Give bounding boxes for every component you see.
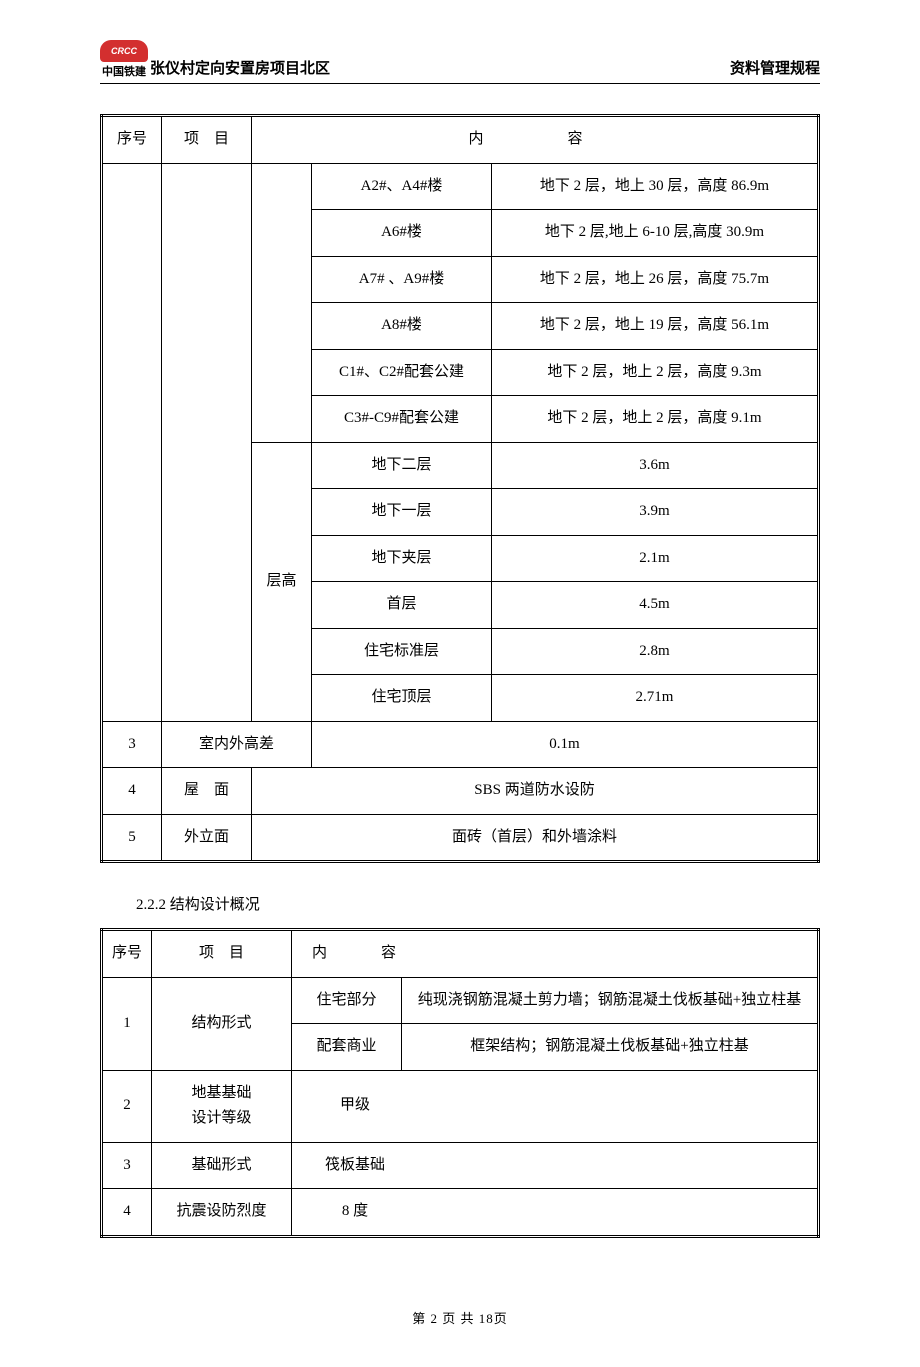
section-heading: 2.2.2 结构设计概况 (136, 893, 820, 914)
table-row: 3 基础形式 筏板基础 (102, 1142, 819, 1189)
cell-building-name: A2#、A4#楼 (312, 163, 492, 210)
cell-floor-label: 层高 (252, 442, 312, 721)
table-row: A2#、A4#楼 地下 2 层，地上 30 层，高度 86.9m (102, 163, 819, 210)
cell-no: 1 (102, 977, 152, 1070)
header-left: CRCC 中国铁建 张仪村定向安置房项目北区 (100, 40, 330, 79)
cell-item: 基础形式 (152, 1142, 292, 1189)
cell-item-line1: 地基基础 (191, 1085, 251, 1101)
cell-empty-item (162, 163, 252, 721)
cell-no: 3 (102, 1142, 152, 1189)
cell-sub-val: 框架结构；钢筋混凝土伐板基础+独立柱基 (402, 1024, 819, 1071)
table-row: 4 屋 面 SBS 两道防水设防 (102, 768, 819, 815)
cell-item: 室内外高差 (162, 721, 312, 768)
table-row: 1 结构形式 住宅部分 纯现浇钢筋混凝土剪力墙；钢筋混凝土伐板基础+独立柱基 (102, 977, 819, 1024)
table-row: 3 室内外高差 0.1m (102, 721, 819, 768)
cell-val: 面砖（首层）和外墙涂料 (252, 814, 819, 862)
cell-no: 4 (102, 768, 162, 815)
cell-building-desc: 地下 2 层，地上 2 层，高度 9.1m (492, 396, 819, 443)
table-header-row: 序号 项 目 内 容 (102, 930, 819, 978)
cell-floor-name: 地下一层 (312, 489, 492, 536)
cell-floor-name: 首层 (312, 582, 492, 629)
page-footer: 第 2 页 共 18页 (100, 1308, 820, 1327)
cell-building-name: C1#、C2#配套公建 (312, 349, 492, 396)
cell-val: 甲级 (300, 1093, 410, 1119)
cell-no: 5 (102, 814, 162, 862)
cell-floor-val: 3.9m (492, 489, 819, 536)
cell-val: SBS 两道防水设防 (252, 768, 819, 815)
cell-floor-val: 3.6m (492, 442, 819, 489)
cell-floor-val: 2.8m (492, 628, 819, 675)
crcc-logo-icon: CRCC (100, 40, 148, 62)
cell-sub-label: 住宅部分 (292, 977, 402, 1024)
cell-val: 筏板基础 (300, 1153, 410, 1179)
table-architecture: 序号 项 目 内 容 A2#、A4#楼 地下 2 层，地上 30 层，高度 86… (100, 114, 820, 863)
cell-no: 3 (102, 721, 162, 768)
table-header-row: 序号 项 目 内 容 (102, 116, 819, 164)
cell-item: 地基基础 设计等级 (152, 1070, 292, 1142)
cell-floor-name: 地下夹层 (312, 535, 492, 582)
th-item: 项 目 (162, 116, 252, 164)
cell-empty-group (252, 163, 312, 442)
cell-floor-val: 2.1m (492, 535, 819, 582)
th-content: 内 容 (292, 930, 819, 978)
cell-floor-val: 4.5m (492, 582, 819, 629)
cell-building-name: A7# 、A9#楼 (312, 256, 492, 303)
cell-floor-val: 2.71m (492, 675, 819, 722)
cell-floor-name: 住宅标准层 (312, 628, 492, 675)
cell-building-name: C3#-C9#配套公建 (312, 396, 492, 443)
cell-item: 屋 面 (162, 768, 252, 815)
cell-building-desc: 地下 2 层，地上 26 层，高度 75.7m (492, 256, 819, 303)
document-page: CRCC 中国铁建 张仪村定向安置房项目北区 资料管理规程 序号 项 目 内 容… (0, 40, 920, 1327)
cell-building-desc: 地下 2 层，地上 30 层，高度 86.9m (492, 163, 819, 210)
cell-building-desc: 地下 2 层，地上 2 层，高度 9.3m (492, 349, 819, 396)
page-header: CRCC 中国铁建 张仪村定向安置房项目北区 资料管理规程 (100, 40, 820, 84)
table-row: 4 抗震设防烈度 8 度 (102, 1189, 819, 1237)
th-content: 内 容 (252, 116, 819, 164)
th-item: 项 目 (152, 930, 292, 978)
cell-val: 0.1m (312, 721, 819, 768)
th-no: 序号 (102, 116, 162, 164)
cell-building-desc: 地下 2 层,地上 6-10 层,高度 30.9m (492, 210, 819, 257)
table-row: 2 地基基础 设计等级 甲级 (102, 1070, 819, 1142)
table-row: 5 外立面 面砖（首层）和外墙涂料 (102, 814, 819, 862)
cell-val-wrap: 8 度 (292, 1189, 819, 1237)
cell-floor-name: 住宅顶层 (312, 675, 492, 722)
cell-empty-no (102, 163, 162, 721)
cell-floor-name: 地下二层 (312, 442, 492, 489)
cell-building-desc: 地下 2 层，地上 19 层，高度 56.1m (492, 303, 819, 350)
cell-no: 2 (102, 1070, 152, 1142)
cell-val-wrap: 甲级 (292, 1070, 819, 1142)
logo-block: CRCC 中国铁建 (100, 40, 148, 79)
th-content-text: 内 容 (468, 131, 600, 147)
table-structure: 序号 项 目 内 容 1 结构形式 住宅部分 纯现浇钢筋混凝土剪力墙；钢筋混凝土… (100, 928, 820, 1238)
header-right: 资料管理规程 (730, 57, 820, 78)
logo-text: 中国铁建 (102, 63, 146, 79)
cell-sub-val: 纯现浇钢筋混凝土剪力墙；钢筋混凝土伐板基础+独立柱基 (402, 977, 819, 1024)
cell-val: 8 度 (300, 1199, 410, 1225)
cell-item: 外立面 (162, 814, 252, 862)
cell-building-name: A8#楼 (312, 303, 492, 350)
th-no: 序号 (102, 930, 152, 978)
header-title: 张仪村定向安置房项目北区 (150, 57, 330, 78)
cell-item-line2: 设计等级 (191, 1110, 251, 1126)
cell-val-wrap: 筏板基础 (292, 1142, 819, 1189)
cell-building-name: A6#楼 (312, 210, 492, 257)
cell-no: 4 (102, 1189, 152, 1237)
th-content-text: 内 容 (312, 945, 404, 961)
cell-item: 结构形式 (152, 977, 292, 1070)
cell-item: 抗震设防烈度 (152, 1189, 292, 1237)
cell-sub-label: 配套商业 (292, 1024, 402, 1071)
